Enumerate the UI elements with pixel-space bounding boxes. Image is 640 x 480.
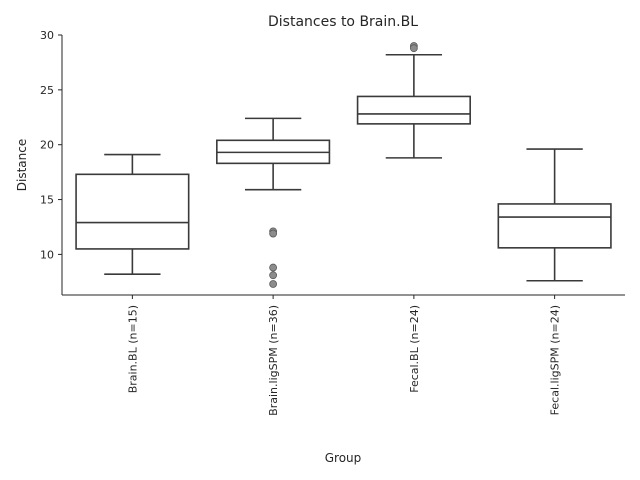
x-tick-label: Fecal.ligSPM (n=24)	[549, 305, 562, 415]
y-ticks: 10 15 20 25 30	[40, 29, 62, 261]
x-tick-label: Brain.BL (n=15)	[126, 305, 139, 393]
y-tick-label: 15	[40, 194, 54, 207]
box-iqr	[356, 95, 471, 125]
y-tick-label: 25	[40, 84, 54, 97]
x-tick-label: Brain.ligSPM (n=36)	[267, 305, 280, 416]
box-group	[356, 42, 471, 159]
y-tick-label: 10	[40, 248, 54, 261]
x-axis-label: Group	[325, 451, 362, 465]
box-group	[497, 148, 612, 282]
x-ticks: Brain.BL (n=15) Brain.ligSPM (n=36) Fecal.…	[126, 295, 562, 416]
y-tick-label: 20	[40, 139, 54, 152]
y-axis-label: Distance	[15, 139, 29, 191]
y-tick-label: 30	[40, 29, 54, 42]
box-iqr	[75, 173, 190, 250]
outlier-point	[269, 263, 278, 272]
outlier-point	[269, 280, 278, 288]
outlier-point	[269, 229, 278, 238]
outlier-point	[269, 271, 278, 280]
boxes	[75, 42, 612, 288]
outlier-point	[409, 44, 418, 53]
chart-title: Distances to Brain.BL	[268, 14, 418, 30]
box-group	[216, 117, 331, 288]
box-group	[75, 153, 190, 275]
x-tick-label: Fecal.BL (n=24)	[408, 305, 421, 393]
box-iqr	[497, 203, 612, 249]
